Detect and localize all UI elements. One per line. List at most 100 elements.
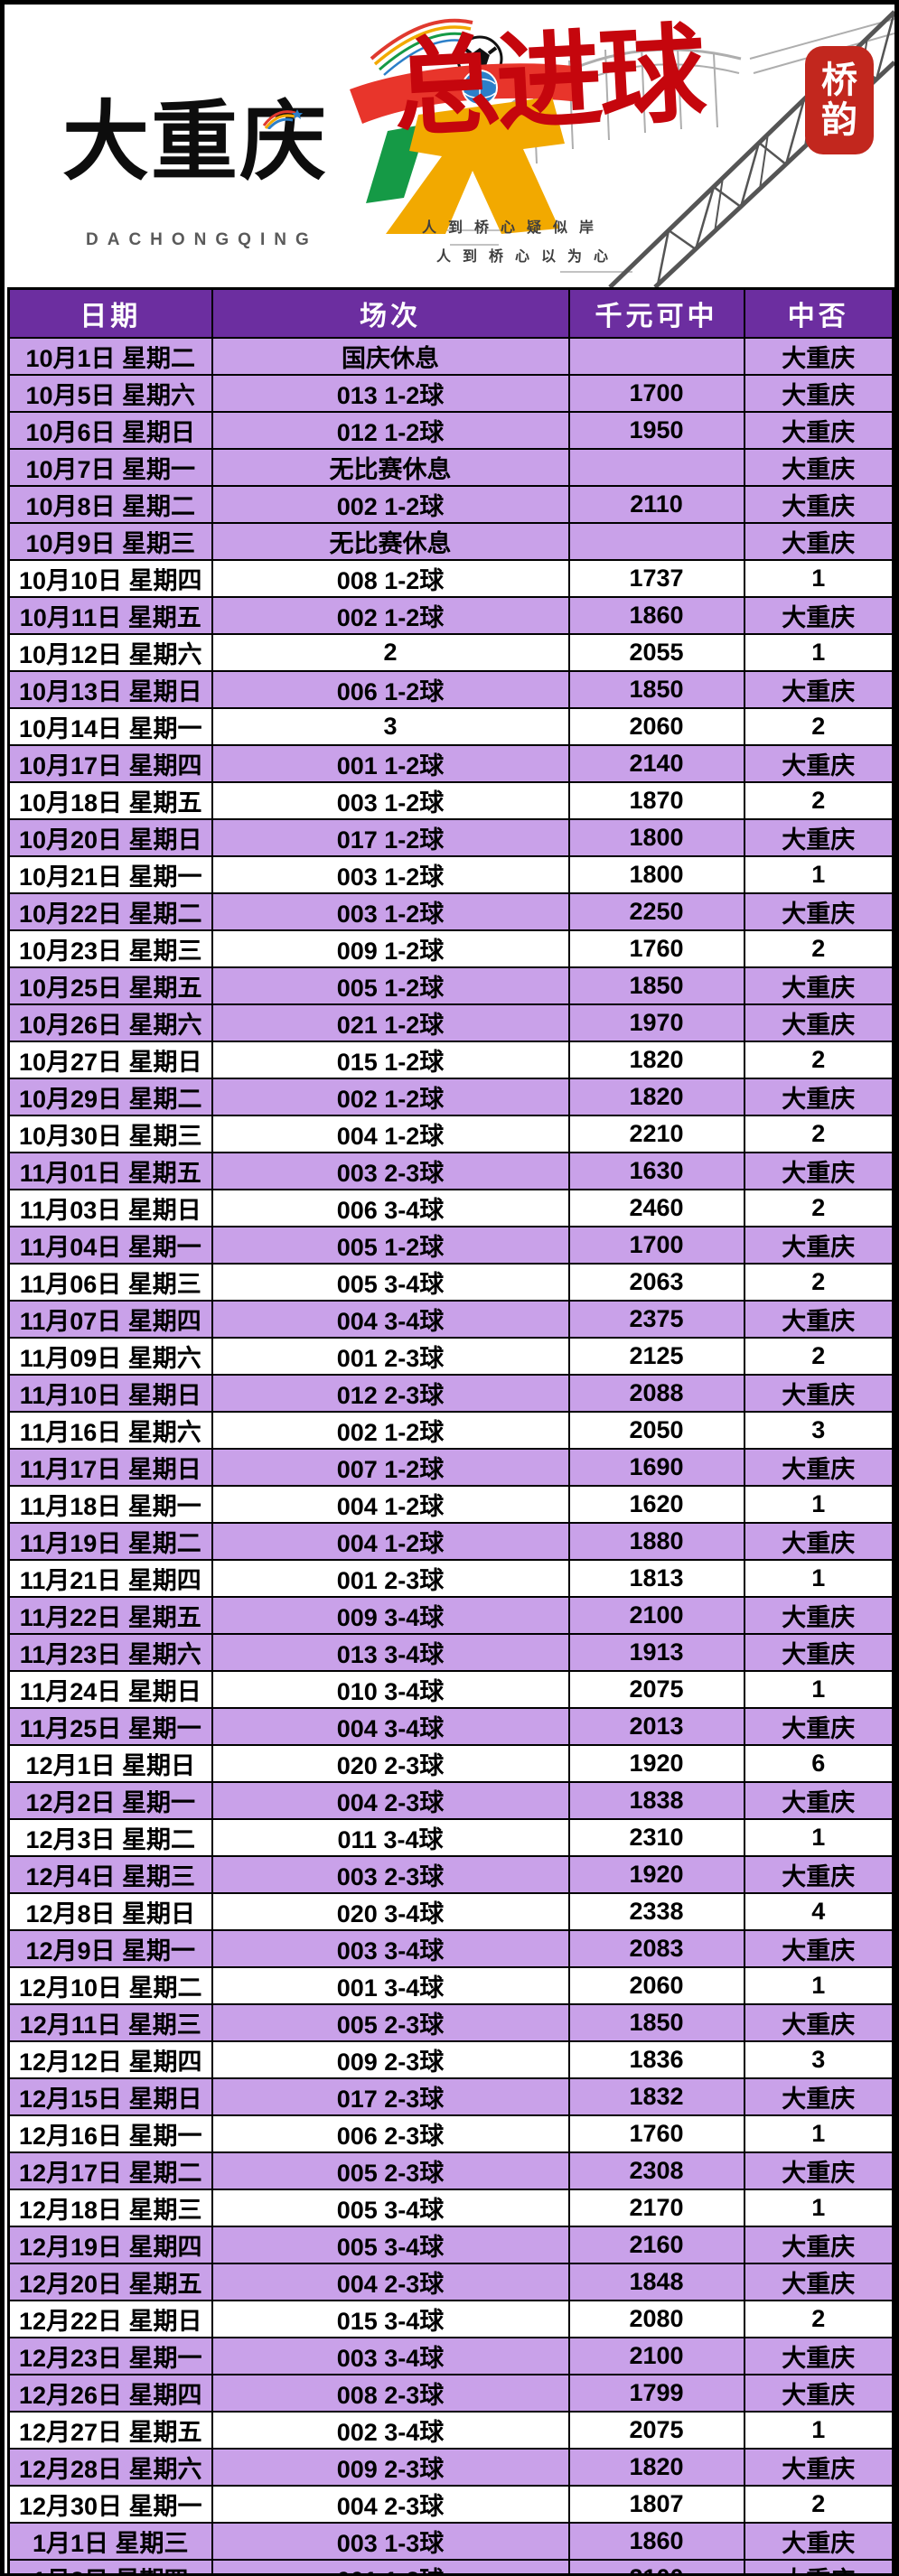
match-cell: 005 3-4球	[211, 2188, 570, 2227]
match-cell: 004 3-4球	[211, 1299, 570, 1339]
seal-char-bottom: 韵	[821, 98, 857, 141]
result-cell: 2	[743, 2484, 894, 2524]
brand-subtitle: DACHONGQING	[86, 230, 318, 249]
amount-cell: 1800	[567, 854, 745, 894]
table-row: 10月14日 星期一 3 2060 2	[7, 706, 894, 746]
results-table-body: 10月1日 星期二 国庆休息 大重庆 10月5日 星期六 013 1-2球 17…	[7, 336, 894, 2573]
soccer-mascot-icon	[350, 18, 579, 234]
table-row: 10月21日 星期一 003 1-2球 1800 1	[7, 854, 894, 894]
col-header-date: 日期	[7, 287, 213, 339]
table-row: 12月8日 星期日 020 3-4球 2338 4	[7, 1891, 894, 1931]
table-row: 11月21日 星期四 001 2-3球 1813 1	[7, 1558, 894, 1598]
date-cell: 12月18日 星期三	[7, 2188, 213, 2227]
match-cell: 002 1-2球	[211, 595, 570, 635]
amount-cell: 2140	[567, 743, 745, 783]
date-cell: 10月1日 星期二	[7, 336, 213, 376]
match-cell: 017 2-3球	[211, 2077, 570, 2116]
table-row: 12月28日 星期六 009 2-3球 1820 大重庆	[7, 2447, 894, 2487]
match-cell: 005 3-4球	[211, 1262, 570, 1302]
table-row: 12月20日 星期五 004 2-3球 1848 大重庆	[7, 2262, 894, 2301]
rainbow-icon	[262, 109, 303, 129]
table-row: 10月17日 星期四 001 1-2球 2140 大重庆	[7, 743, 894, 783]
table-row: 10月23日 星期三 009 1-2球 1760 2	[7, 929, 894, 968]
amount-cell: 1700	[567, 373, 745, 413]
table-row: 10月7日 星期一 无比赛休息 大重庆	[7, 447, 894, 487]
table-row: 12月27日 星期五 002 3-4球 2075 1	[7, 2410, 894, 2450]
match-cell: 002 1-2球	[211, 1410, 570, 1450]
result-cell: 大重庆	[743, 1521, 894, 1561]
amount-cell	[567, 447, 745, 487]
date-cell: 10月14日 星期一	[7, 706, 213, 746]
result-cell: 大重庆	[743, 595, 894, 635]
amount-cell: 2083	[567, 1928, 745, 1968]
date-cell: 12月8日 星期日	[7, 1891, 213, 1931]
table-row: 11月03日 星期日 006 3-4球 2460 2	[7, 1188, 894, 1227]
result-cell: 大重庆	[743, 2336, 894, 2375]
amount-cell: 2170	[567, 2188, 745, 2227]
table-row: 12月12日 星期四 009 2-3球 1836 3	[7, 2039, 894, 2079]
date-cell: 12月12日 星期四	[7, 2039, 213, 2079]
date-cell: 12月30日 星期一	[7, 2484, 213, 2524]
amount-cell: 1913	[567, 1632, 745, 1672]
result-cell: 大重庆	[743, 1299, 894, 1339]
match-cell: 005 1-2球	[211, 966, 570, 1005]
match-cell: 015 1-2球	[211, 1040, 570, 1079]
amount-cell: 2063	[567, 1262, 745, 1302]
result-cell: 大重庆	[743, 1706, 894, 1746]
table-row: 11月01日 星期五 003 2-3球 1630 大重庆	[7, 1151, 894, 1190]
match-cell: 005 1-2球	[211, 1225, 570, 1265]
result-cell: 2	[743, 1336, 894, 1376]
result-cell: 1	[743, 2114, 894, 2153]
result-cell: 1	[743, 854, 894, 894]
date-cell: 10月11日 星期五	[7, 595, 213, 635]
match-cell: 001 2-3球	[211, 1336, 570, 1376]
result-cell: 2	[743, 1114, 894, 1153]
table-row: 10月9日 星期三 无比赛休息 大重庆	[7, 521, 894, 561]
table-row: 11月09日 星期六 001 2-3球 2125 2	[7, 1336, 894, 1376]
result-cell: 大重庆	[743, 1003, 894, 1042]
amount-cell: 1970	[567, 1003, 745, 1042]
amount-cell: 2125	[567, 1336, 745, 1376]
match-cell: 013 1-2球	[211, 373, 570, 413]
amount-cell: 2060	[567, 706, 745, 746]
match-cell: 004 1-2球	[211, 1114, 570, 1153]
amount-cell: 2050	[567, 1410, 745, 1450]
match-cell: 004 2-3球	[211, 2262, 570, 2301]
date-cell: 10月21日 星期一	[7, 854, 213, 894]
date-cell: 10月6日 星期日	[7, 410, 213, 450]
table-row: 12月26日 星期四 008 2-3球 1799 大重庆	[7, 2373, 894, 2413]
table-row: 10月20日 星期日 017 1-2球 1800 大重庆	[7, 817, 894, 857]
result-cell: 大重庆	[743, 2262, 894, 2301]
match-cell: 021 1-2球	[211, 1003, 570, 1042]
match-cell: 008 1-2球	[211, 558, 570, 598]
date-cell: 12月22日 星期日	[7, 2299, 213, 2338]
result-cell: 1	[743, 2410, 894, 2450]
result-cell: 大重庆	[743, 2447, 894, 2487]
match-cell: 005 2-3球	[211, 2002, 570, 2042]
amount-cell: 2375	[567, 1299, 745, 1339]
amount-cell: 1807	[567, 2484, 745, 2524]
match-cell: 009 2-3球	[211, 2447, 570, 2487]
match-cell: 003 3-4球	[211, 2336, 570, 2375]
amount-cell: 1813	[567, 1558, 745, 1598]
poster-title: 总进球	[389, 10, 706, 152]
result-cell: 大重庆	[743, 410, 894, 450]
table-row: 10月18日 星期五 003 1-2球 1870 2	[7, 780, 894, 820]
match-cell: 无比赛休息	[211, 447, 570, 487]
table-row: 12月18日 星期三 005 3-4球 2170 1	[7, 2188, 894, 2227]
match-cell: 003 1-2球	[211, 854, 570, 894]
match-cell: 003 2-3球	[211, 1854, 570, 1894]
result-cell: 大重庆	[743, 1928, 894, 1968]
match-cell: 017 1-2球	[211, 817, 570, 857]
table-row: 11月24日 星期日 010 3-4球 2075 1	[7, 1669, 894, 1709]
amount-cell: 1870	[567, 780, 745, 820]
banner: 大重庆 DACHONGQING 总进球	[5, 5, 894, 287]
date-cell: 10月30日 星期三	[7, 1114, 213, 1153]
result-cell: 2	[743, 2299, 894, 2338]
result-cell: 大重庆	[743, 484, 894, 524]
match-cell: 004 1-2球	[211, 1521, 570, 1561]
date-cell: 10月10日 星期四	[7, 558, 213, 598]
amount-cell: 1920	[567, 1854, 745, 1894]
table-row: 10月11日 星期五 002 1-2球 1860 大重庆	[7, 595, 894, 635]
table-row: 12月1日 星期日 020 2-3球 1920 6	[7, 1743, 894, 1783]
